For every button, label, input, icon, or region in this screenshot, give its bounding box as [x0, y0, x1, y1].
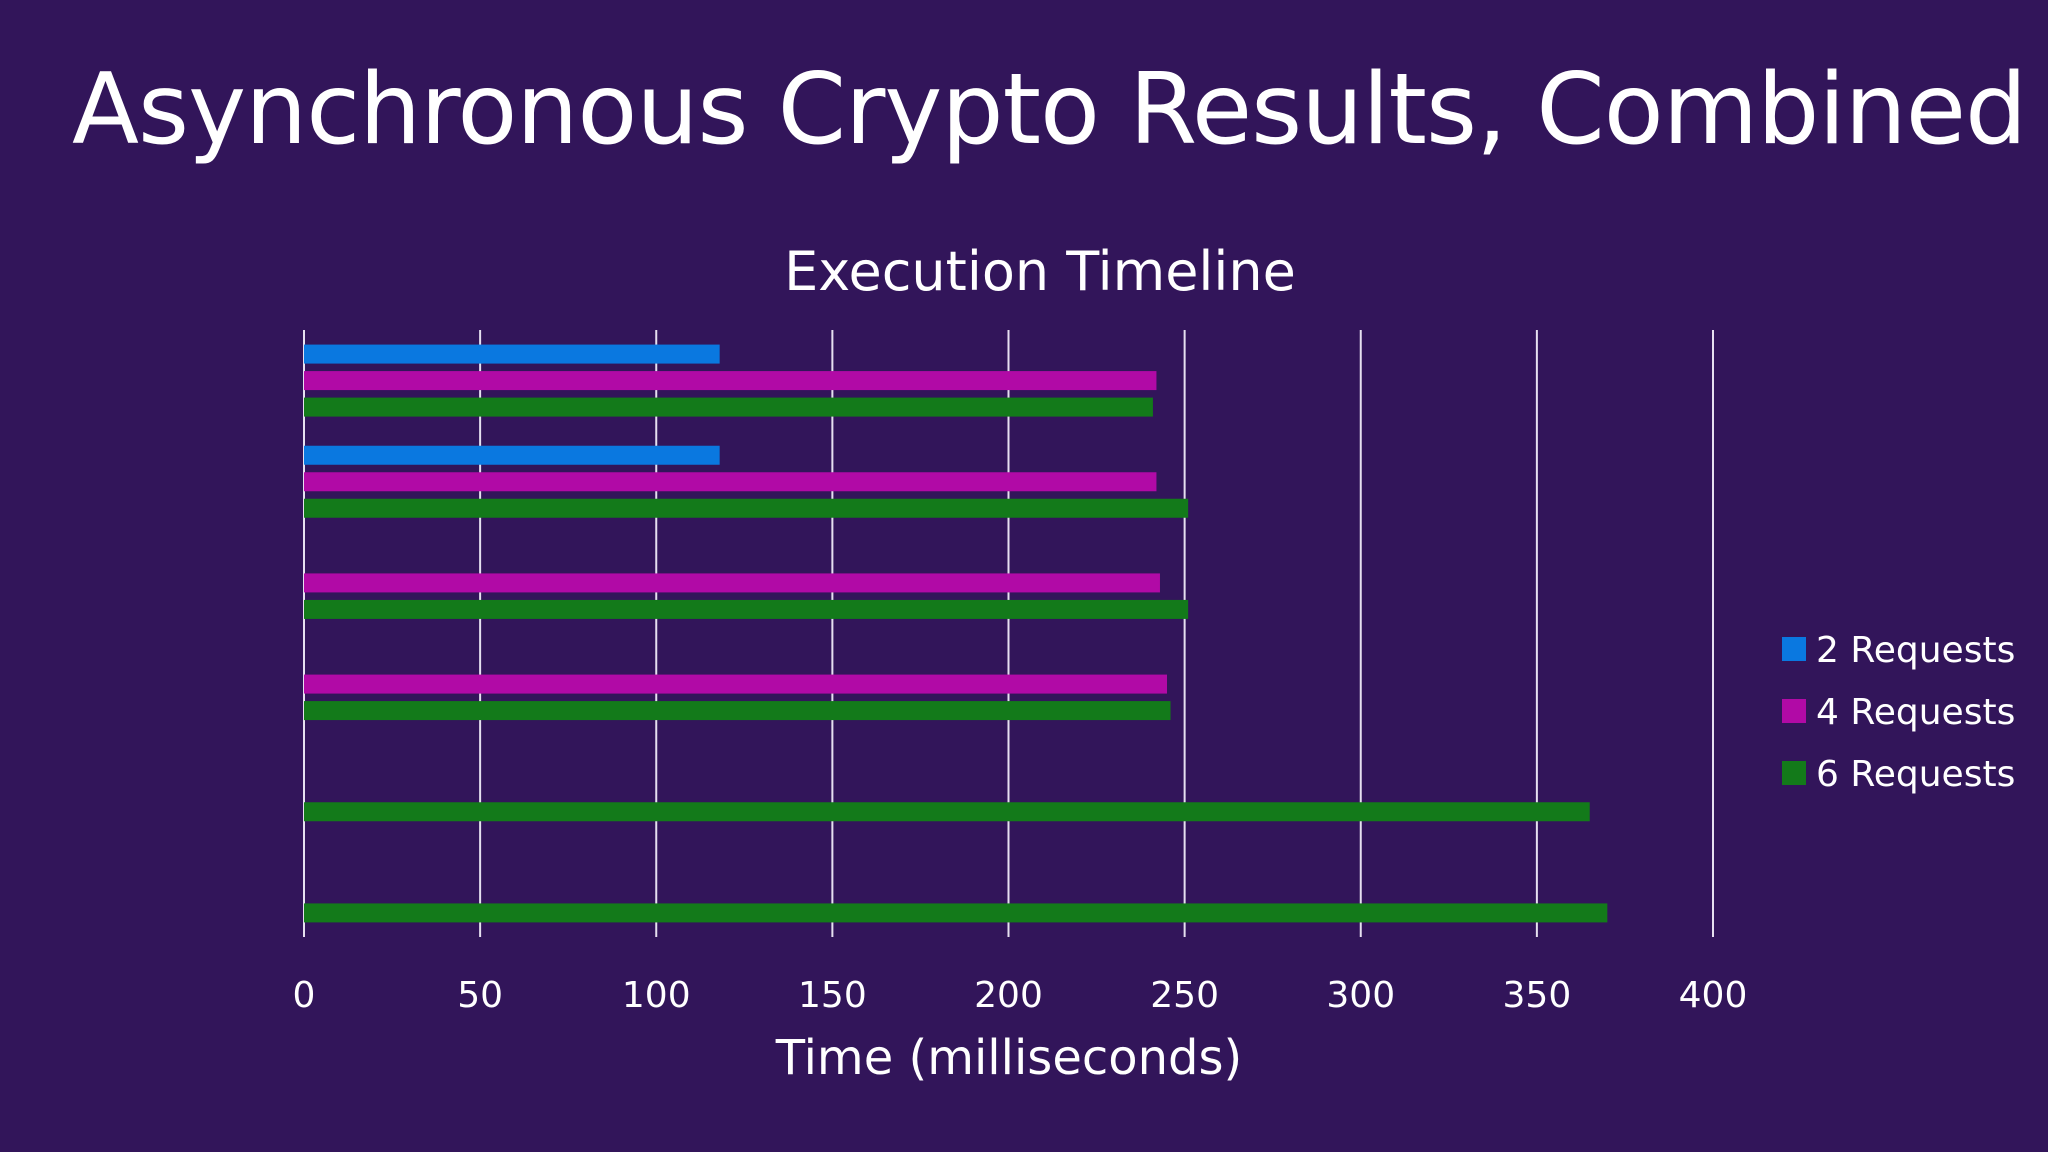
- legend-swatch: [1782, 699, 1806, 723]
- x-tick-label: 100: [622, 975, 691, 1016]
- x-axis-ticks: 0 50 100 150 200 250 300 350 400: [293, 975, 1748, 1016]
- x-tick-label: 250: [1150, 975, 1219, 1016]
- slide-title: Asynchronous Crypto Results, Combined: [72, 53, 2027, 167]
- legend: 2 Requests 4 Requests 6 Requests: [1782, 630, 2015, 795]
- bar-4-requests: [304, 472, 1157, 492]
- grid-lines: [303, 330, 1714, 937]
- x-tick-label: 150: [798, 975, 867, 1016]
- x-tick-label: 50: [457, 975, 503, 1016]
- bar-6-requests: [304, 397, 1153, 417]
- bar-4-requests: [304, 674, 1168, 694]
- bar-6-requests: [304, 599, 1189, 619]
- x-tick-label: 350: [1503, 975, 1572, 1016]
- x-tick-label: 200: [974, 975, 1043, 1016]
- bar-4-requests: [304, 371, 1157, 391]
- bar-6-requests: [304, 802, 1590, 822]
- x-axis-label: Time (milliseconds): [775, 1030, 1242, 1086]
- bar-2-requests: [304, 445, 720, 465]
- chart-title: Execution Timeline: [784, 240, 1296, 303]
- legend-label: 6 Requests: [1816, 754, 2015, 795]
- bar-6-requests: [304, 903, 1608, 923]
- legend-label: 2 Requests: [1816, 630, 2015, 671]
- bars: [304, 344, 1608, 923]
- x-tick-label: 300: [1326, 975, 1395, 1016]
- legend-label: 4 Requests: [1816, 692, 2015, 733]
- legend-swatch: [1782, 637, 1806, 661]
- bar-2-requests: [304, 344, 720, 364]
- legend-swatch: [1782, 761, 1806, 785]
- bar-6-requests: [304, 498, 1189, 518]
- bar-6-requests: [304, 701, 1171, 721]
- x-tick-label: 400: [1679, 975, 1748, 1016]
- x-tick-label: 0: [293, 975, 316, 1016]
- bar-4-requests: [304, 573, 1160, 593]
